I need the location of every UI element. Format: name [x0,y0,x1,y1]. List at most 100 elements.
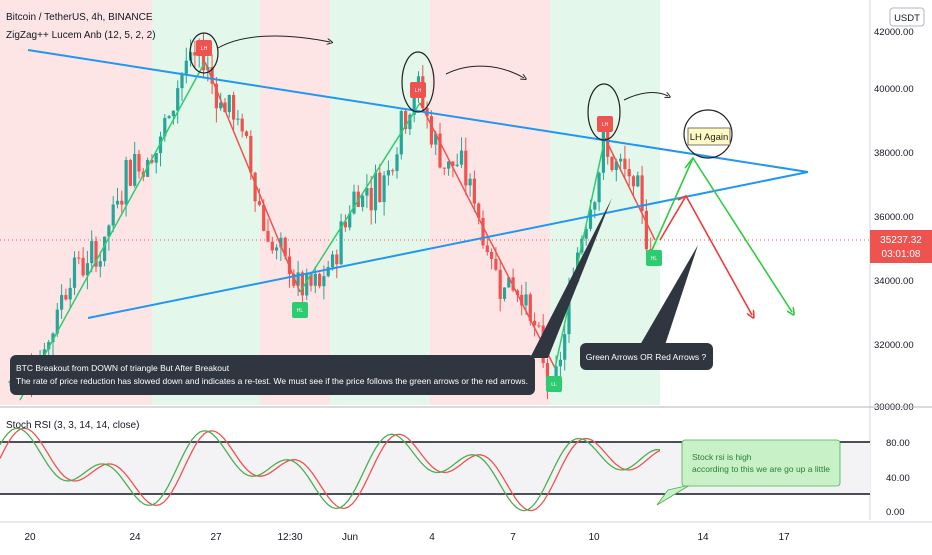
candle-up [386,170,390,176]
candle-up [584,228,588,239]
candle-down [429,116,433,145]
time-label: 27 [210,532,222,543]
svg-text:LH: LH [602,122,609,128]
candle-down [494,258,498,270]
candle-up [60,295,64,310]
ll-marker: LL [546,376,562,392]
lh-again-label: LH Again [687,127,731,146]
arrows-question-callout: Green Arrows OR Red Arrows ? [580,245,713,370]
candle-up [133,154,137,186]
candle-up [227,94,231,113]
candle-up [107,225,111,237]
bear-zone [430,0,550,405]
svg-text:LL: LL [551,382,557,388]
zigzag-down-leg [604,137,656,241]
candle-down [81,257,85,276]
candle-up [296,272,300,286]
candle-down [438,133,442,168]
candle-down [477,203,481,218]
candle-down [201,47,206,71]
candle-down [257,201,261,205]
chart-header: Bitcoin / TetherUS, 4h, BINANCE ZigZag++… [6,12,156,41]
circle-lh-2 [401,51,435,113]
svg-text:BTC Breakout from DOWN of tria: BTC Breakout from DOWN of triangle But A… [16,363,230,373]
svg-text:according to this we are go up: according to this we are go up a little [692,464,830,474]
candle-up [219,102,223,109]
time-label: 7 [510,532,516,543]
candle-down [520,294,524,306]
candle-up [348,213,352,228]
candle-down [193,52,197,56]
zigzag-down-leg [419,102,556,369]
candle-down [369,187,373,211]
rsi-d-line [0,427,661,512]
candle-up [502,287,507,299]
breakout-callout: BTC Breakout from DOWN of triangle But A… [10,198,612,395]
zigzag-down-leg [204,61,301,293]
candle-down [472,178,476,204]
candle-down [378,172,382,202]
candle-up [468,178,472,186]
candle-up [619,158,623,162]
candle-up [115,200,120,205]
candle-up [593,202,597,210]
candle-up [567,287,571,335]
pivot-markers: LH HL LH LL LH HL [196,40,662,392]
candle-down [610,156,614,171]
time-label: 14 [697,532,709,543]
lh-marker-3: LH [597,116,613,132]
candle-down [120,200,124,205]
candle-up [103,236,107,262]
indicator-title: ZigZag++ Lucem Anb (12, 5, 2, 2) [6,30,156,41]
time-label: 24 [129,532,141,543]
candle-down [481,217,485,246]
price-tick: 34000.00 [874,276,914,287]
candle-down [627,169,631,177]
red-arrow-tip-up [677,195,687,201]
candle-up [507,277,511,288]
candle-down [498,269,502,299]
svg-text:Green Arrows OR Red Arrows ?: Green Arrows OR Red Arrows ? [586,352,707,362]
rsi-pane: Stoch RSI (3, 3, 14, 14, close) 80.00 40… [0,420,910,518]
bear-zone [0,0,152,405]
zigzag-up-leg [554,137,606,369]
rsi-tick: 0.00 [886,507,905,518]
rsi-tick: 80.00 [886,438,910,449]
bear-zone [260,0,330,405]
candle-up [176,88,180,111]
candle-up [90,241,94,264]
candle-up [85,263,89,276]
candle-down [94,241,98,267]
time-label: 17 [778,532,790,543]
rsi-title: Stoch RSI (3, 3, 14, 14, close) [6,420,139,431]
candle-down [545,363,550,386]
bull-zone [152,0,260,405]
candle-up [558,359,562,367]
svg-text:LH Again: LH Again [690,132,729,143]
candle-up [51,333,55,343]
currency-button[interactable]: USDT [889,7,925,27]
candle-up [326,267,330,277]
candle-down [404,111,408,130]
candle-down [528,294,532,321]
candle-up [588,209,593,229]
candle-down [253,172,257,202]
highlight-circles [189,32,733,159]
candle-up [55,309,59,334]
candle-up [180,73,184,89]
lower-trendline [87,171,809,319]
upper-trendline [27,49,809,173]
candle-up [563,334,567,360]
candle-down [249,135,253,173]
price-tick: 42000.00 [874,27,914,38]
candle-down [270,241,274,251]
candle-down [537,325,541,327]
candle-down [335,254,339,265]
candle-up [361,195,365,208]
candle-up [322,276,326,287]
price-tick: 32000.00 [874,340,914,351]
candle-up [171,110,175,117]
candle-up [339,221,343,265]
